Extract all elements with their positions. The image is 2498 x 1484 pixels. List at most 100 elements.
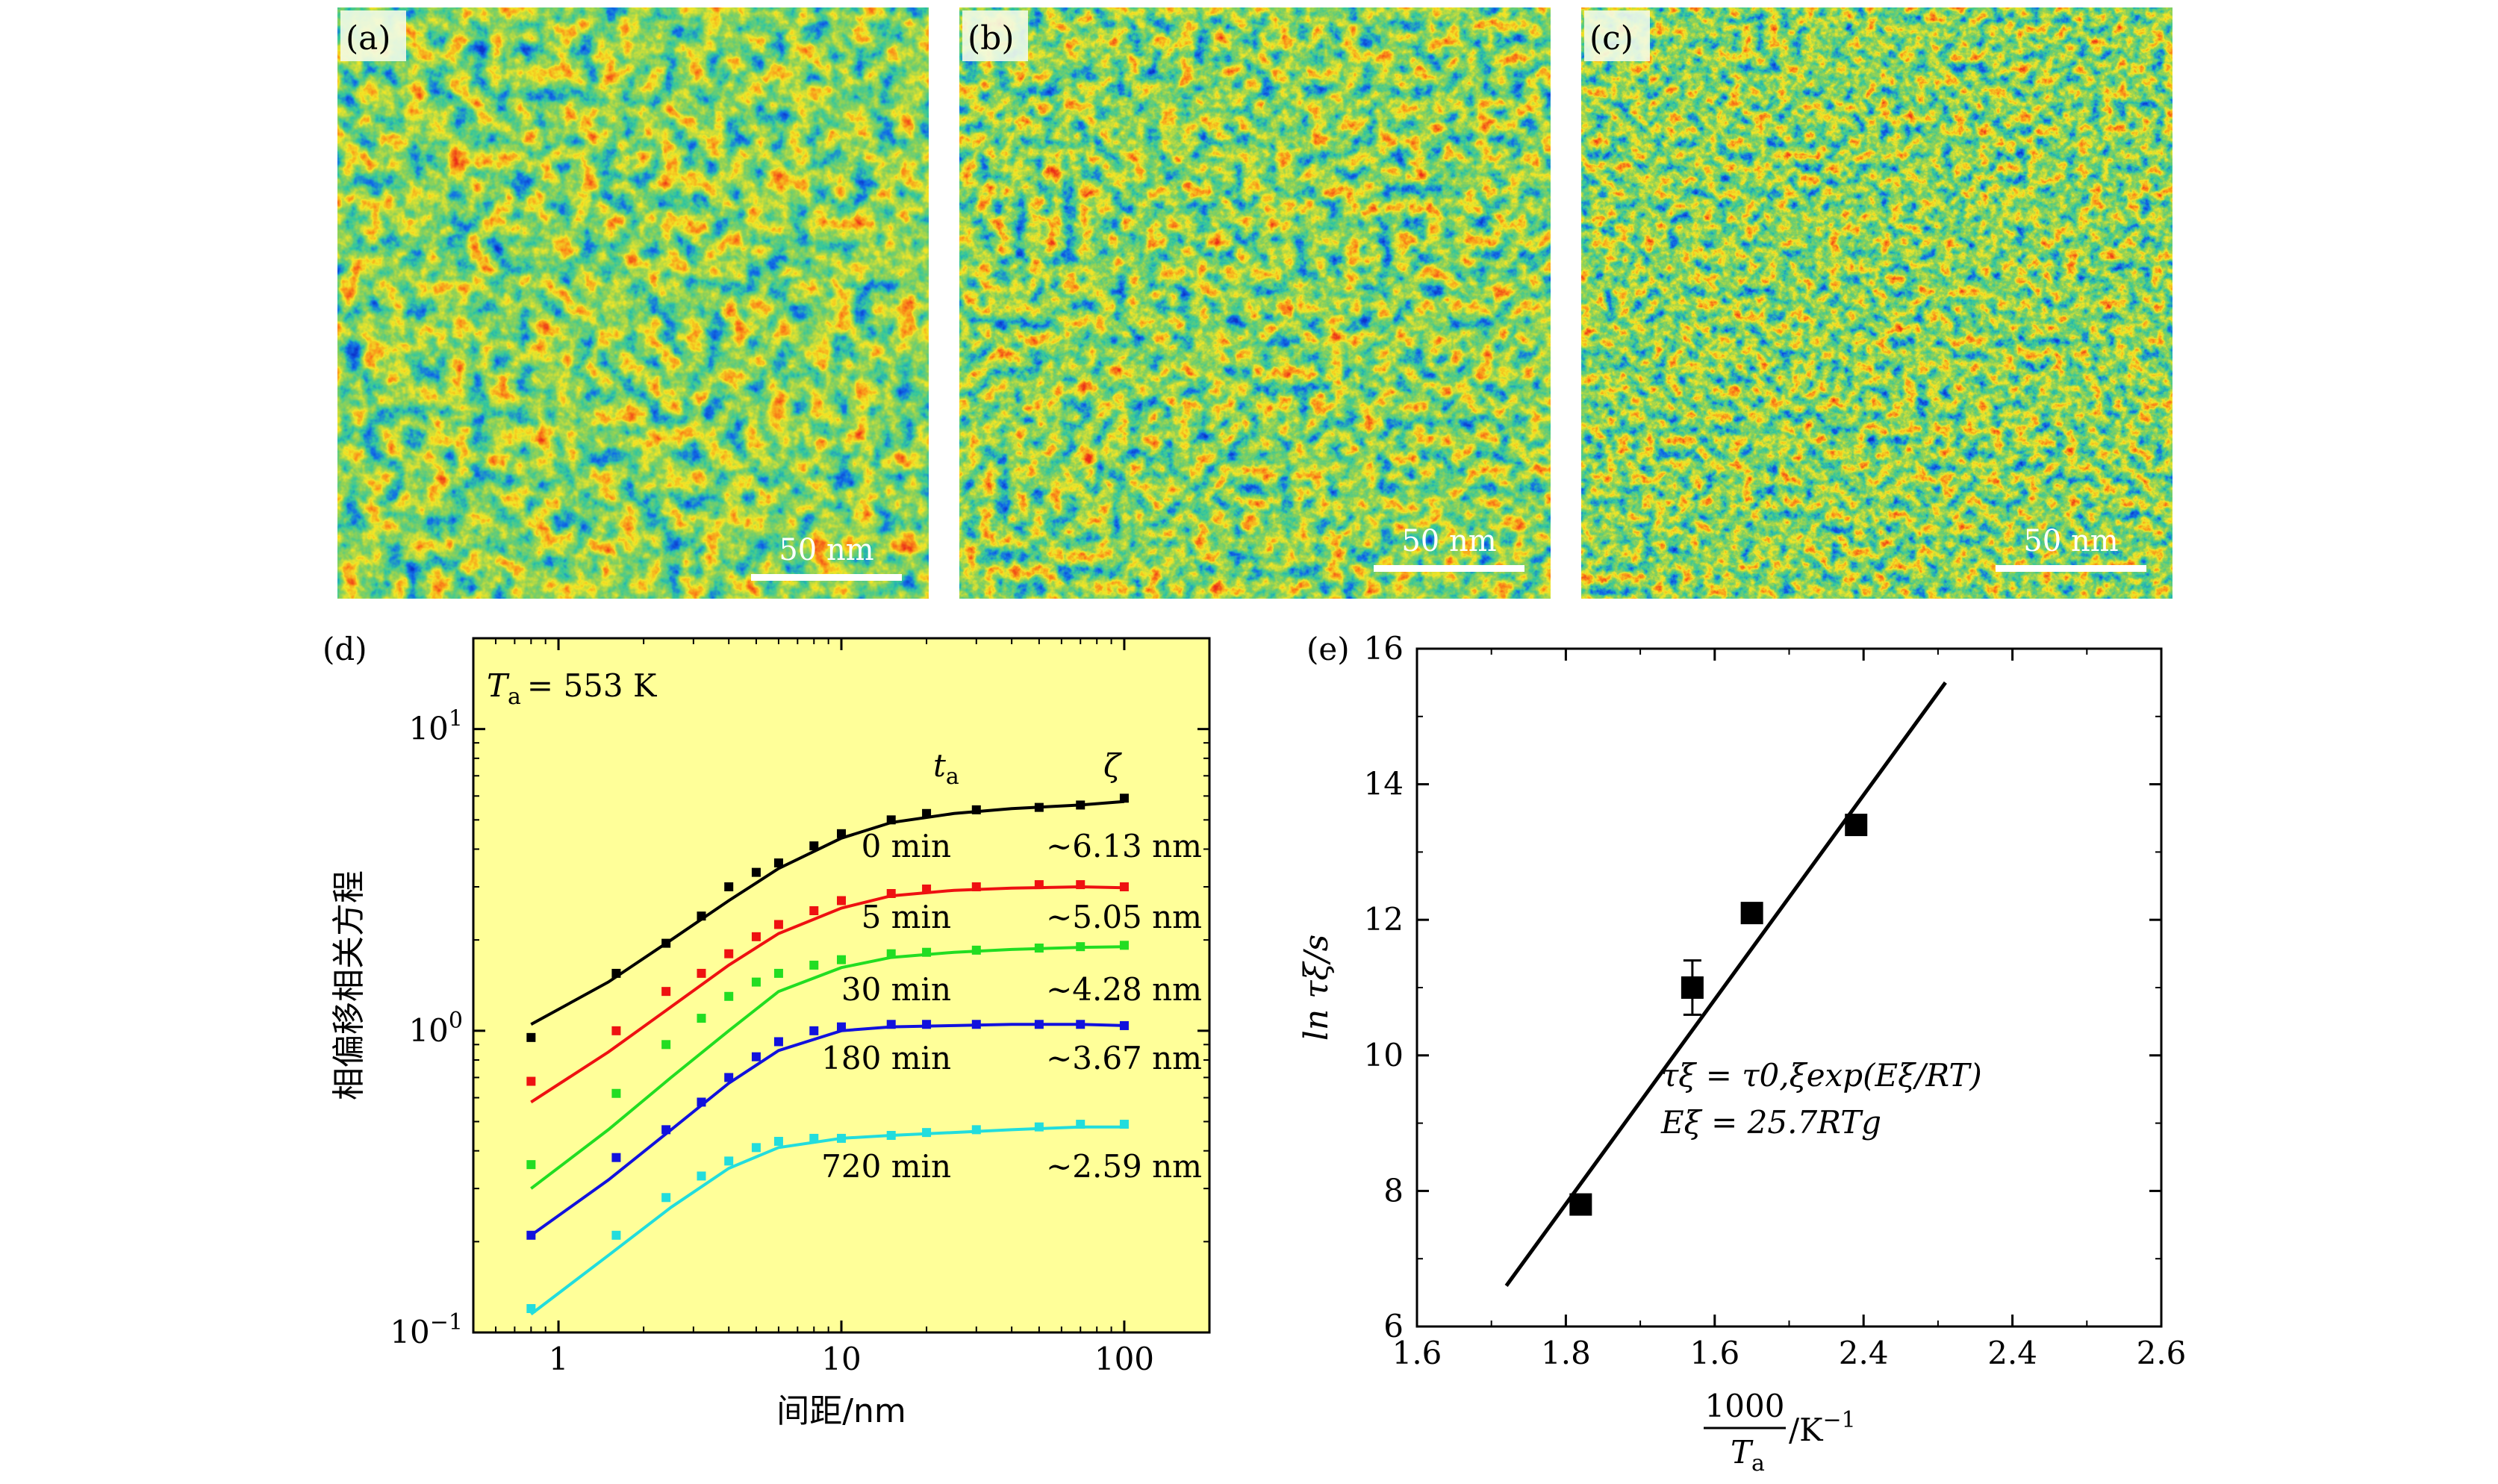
column-header-zeta: ζ xyxy=(1103,747,1122,784)
panel-label-bg xyxy=(340,10,406,61)
data-point xyxy=(1119,1020,1129,1030)
x-label-numerator: 1000 xyxy=(1705,1388,1785,1424)
plot-area-d xyxy=(472,637,1211,1334)
panel-label-c: (c) xyxy=(1589,19,1633,57)
map-image-c xyxy=(1581,7,2172,599)
data-point xyxy=(886,889,896,898)
panel-label-d: (d) xyxy=(323,631,367,667)
data-point xyxy=(809,960,819,970)
x-axis-label-e: 1000 Ta /K−1 xyxy=(1704,1388,1856,1477)
series-zeta-label: ~3.67 nm xyxy=(1046,1040,1202,1076)
x-tick-label: 2.4 xyxy=(1987,1335,2037,1371)
data-point xyxy=(922,1128,932,1138)
data-points-d xyxy=(526,794,1129,1313)
data-point xyxy=(922,808,932,818)
data-point xyxy=(1034,1020,1044,1029)
data-point xyxy=(1034,802,1044,812)
series-zeta-label: ~2.59 nm xyxy=(1046,1148,1202,1185)
y-tick-label: 100 xyxy=(408,1008,463,1049)
x-label-unit: /K−1 xyxy=(1789,1407,1856,1448)
equation-1: τξ = τ0,ξexp(Eξ/RT) xyxy=(1661,1057,1982,1094)
series-time-label: 30 min xyxy=(841,971,951,1008)
scale-bar-c xyxy=(1996,565,2146,572)
data-point xyxy=(526,1160,536,1170)
plot-area-e xyxy=(1415,647,2163,1328)
panel-label-bg xyxy=(1584,10,1650,61)
data-point xyxy=(837,829,846,838)
data-point xyxy=(751,1052,761,1061)
data-point xyxy=(751,1143,761,1153)
y-tick-label: 6 xyxy=(1383,1308,1404,1344)
data-point xyxy=(773,1037,783,1047)
data-point xyxy=(886,815,896,825)
chart-e: (e) 1.6 1.8 1.6 2.4 2.4 2.6 6 8 10 12 14 16 τξ = τ0… xyxy=(1298,630,2186,1477)
data-point xyxy=(611,1088,621,1098)
data-point xyxy=(526,1303,536,1313)
data-point xyxy=(1076,1120,1086,1129)
data-point xyxy=(922,1020,932,1029)
x-tick-label: 100 xyxy=(1094,1341,1154,1377)
series-time-label: 0 min xyxy=(862,828,951,864)
data-point xyxy=(751,932,761,941)
column-header-ta: ta xyxy=(933,747,959,790)
x-label-denominator: Ta xyxy=(1731,1434,1765,1477)
data-point xyxy=(1034,1122,1044,1132)
data-point xyxy=(773,858,783,867)
y-tick-label: 12 xyxy=(1364,901,1404,938)
data-point xyxy=(526,1230,536,1240)
data-point xyxy=(809,841,819,851)
data-point xyxy=(1569,1193,1592,1216)
data-point xyxy=(751,867,761,877)
data-point xyxy=(886,1020,896,1029)
scale-bar-label-c: 50 nm xyxy=(2023,524,2118,558)
data-point xyxy=(697,1097,706,1107)
y-tick-label: 10−1 xyxy=(390,1309,463,1350)
axis-ticks-e: 1.6 1.8 1.6 2.4 2.4 2.6 6 8 10 12 14 16 xyxy=(1364,630,2187,1371)
fit-line-e xyxy=(1504,681,1947,1287)
data-point xyxy=(886,1130,896,1140)
data-point xyxy=(971,1020,981,1029)
data-point xyxy=(697,1014,706,1023)
chart-d: (d) 1 10 100 101 100 10−1 0 min ~6.13 nm 5 min ~… xyxy=(323,631,1211,1430)
data-point xyxy=(1076,880,1086,890)
data-point xyxy=(1740,902,1763,925)
data-point xyxy=(971,945,981,955)
fit-line-30-min xyxy=(530,945,1124,1190)
map-image-a xyxy=(337,7,929,599)
data-point xyxy=(661,987,671,997)
data-point xyxy=(837,1133,846,1143)
x-tick-label: 1.6 xyxy=(1689,1335,1739,1371)
data-point xyxy=(886,949,896,958)
data-point xyxy=(809,905,819,915)
data-point xyxy=(922,947,932,957)
data-point xyxy=(611,1026,621,1035)
y-axis-label-e: ln τξ/s xyxy=(1298,935,1336,1041)
scale-bar-a xyxy=(751,574,902,581)
data-point xyxy=(724,1073,734,1082)
data-point xyxy=(773,920,783,929)
data-point xyxy=(526,1076,536,1086)
map-panel-b: (b) 50 nm xyxy=(959,7,1551,599)
data-point xyxy=(837,955,846,964)
data-point xyxy=(971,1125,981,1135)
series-time-label: 5 min xyxy=(862,899,951,935)
map-panel-a: (a) 50 nm xyxy=(337,7,929,599)
data-point xyxy=(724,1156,734,1166)
data-point xyxy=(1076,1020,1086,1029)
map-image-b xyxy=(959,7,1551,599)
data-point xyxy=(751,977,761,987)
y-tick-label: 8 xyxy=(1383,1172,1404,1209)
y-axis-label-d: 相偏移相关方程 xyxy=(330,870,368,1100)
data-point xyxy=(773,968,783,978)
y-tick-label: 16 xyxy=(1364,630,1404,667)
x-tick-label: 2.6 xyxy=(2137,1335,2187,1371)
data-point xyxy=(1119,794,1129,803)
x-tick-label: 2.4 xyxy=(1839,1335,1889,1371)
y-tick-label: 101 xyxy=(408,706,463,747)
data-point xyxy=(837,896,846,905)
data-point xyxy=(1119,1120,1129,1129)
data-point xyxy=(1076,800,1086,810)
panel-label-b: (b) xyxy=(968,19,1015,57)
equation-2: Eξ = 25.7RTg xyxy=(1660,1104,1881,1141)
